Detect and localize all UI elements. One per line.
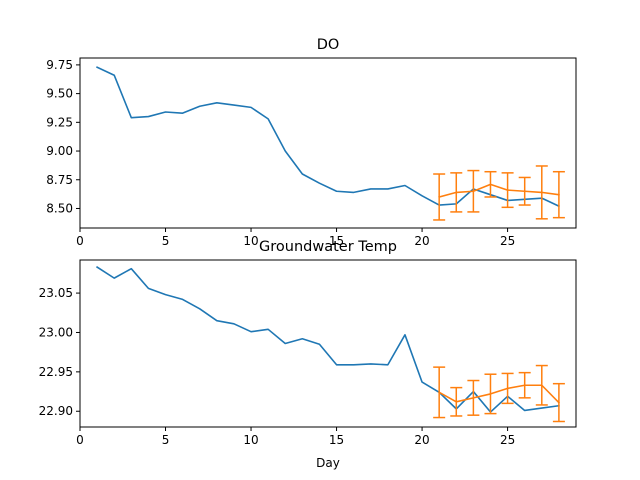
groundwater-temp-x-tick-label: 20 xyxy=(414,433,429,447)
groundwater-temp-y-tick-label: 23.00 xyxy=(39,325,73,339)
do-x-ticks: 0 5 10 15 20 25 xyxy=(76,228,515,248)
do-y-ticks: 8.50 8.75 9.00 9.25 9.50 9.75 xyxy=(46,58,80,215)
groundwater-temp-y-tick-label: 23.05 xyxy=(39,286,73,300)
groundwater-temp-x-tick-label: 25 xyxy=(500,433,515,447)
groundwater-temp-y-tick-label: 22.90 xyxy=(39,404,73,418)
do-x-tick-label: 15 xyxy=(329,234,344,248)
do-y-tick-label: 8.75 xyxy=(46,173,73,187)
do-x-tick-label: 5 xyxy=(162,234,170,248)
do-y-tick-label: 9.25 xyxy=(46,115,73,129)
groundwater-temp-x-tick-label: 0 xyxy=(76,433,84,447)
do-y-tick-label: 9.75 xyxy=(46,58,73,72)
groundwater-temp-observed-line xyxy=(95,265,560,413)
do-chart-title: DO xyxy=(317,37,340,53)
groundwater-temp-plot-frame xyxy=(79,259,577,428)
groundwater-temp-x-tick-label: 5 xyxy=(162,433,170,447)
do-y-tick-label: 9.50 xyxy=(46,87,73,101)
groundwater-temp-y-ticks: 22.90 22.95 23.00 23.05 xyxy=(39,286,80,418)
do-x-tick-label: 0 xyxy=(76,234,84,248)
do-x-tick-label: 10 xyxy=(243,234,258,248)
do-plot-frame xyxy=(79,57,577,229)
groundwater-temp-subplot: Groundwater Temp 0 5 10 15 20 25 22.90 22.95 23… xyxy=(39,239,577,470)
do-forecast-line xyxy=(438,183,560,198)
groundwater-temp-x-tick-label: 10 xyxy=(243,433,258,447)
groundwater-temp-y-tick-label: 22.95 xyxy=(39,365,73,379)
groundwater-temp-forecast-line xyxy=(438,384,561,404)
do-subplot: DO 0 5 10 15 20 25 8.50 8.75 9.00 9.25 9.50 9.75 xyxy=(46,37,577,248)
do-observed-line xyxy=(96,66,560,208)
groundwater-temp-series xyxy=(95,265,565,423)
groundwater-temp-chart-title: Groundwater Temp xyxy=(259,239,397,255)
groundwater-temp-x-ticks: 0 5 10 15 20 25 xyxy=(76,427,515,447)
do-series xyxy=(96,66,565,221)
groundwater-temp-x-tick-label: 15 xyxy=(329,433,344,447)
do-y-tick-label: 9.00 xyxy=(46,144,73,158)
do-y-tick-label: 8.50 xyxy=(46,201,73,215)
do-x-tick-label: 20 xyxy=(414,234,429,248)
groundwater-temp-x-axis-label: Day xyxy=(316,456,340,470)
do-x-tick-label: 25 xyxy=(500,234,515,248)
